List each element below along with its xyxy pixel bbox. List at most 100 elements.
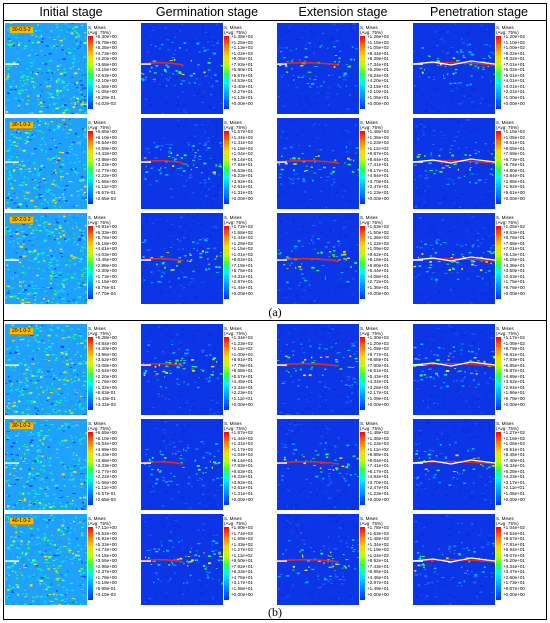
legend-tick-label: +5.57e-01 [95, 190, 116, 196]
legend-tick-label: +4.34e+01 [503, 563, 525, 569]
contour-cell: S, Mises (Avg: 75%) +1.72e+02 +1.58e+02 +1.4… [141, 213, 273, 304]
legend-tick-label: +3.40e+01 [231, 83, 253, 89]
legend-tick-label: +1.34e+02 [367, 541, 389, 547]
specimen-tag: 30-1.0-2 [9, 121, 34, 129]
legend-title: S, Mises (Avg: 75%) [360, 326, 383, 336]
legend-tick-label: +1.96e+01 [503, 390, 525, 396]
contour-cell: 20-1.0-2 S, Mises (Avg: 75%) +5.28e+00 +4.84… [5, 324, 137, 415]
contour-cell: S, Mises (Avg: 75%) +1.38e+02 +1.25e+02 +1.1… [141, 23, 273, 114]
legend-tick-label: +1.38e+02 [231, 34, 253, 39]
legend-tick-label: +1.50e+02 [367, 229, 389, 235]
legend-tick-label: +5.25e+01 [503, 257, 525, 263]
legend-tick-label: +4.43e-01 [95, 396, 116, 402]
legend-tick-label: +4.75e+01 [231, 574, 253, 580]
legend-tick-label: +1.29e+02 [231, 240, 253, 246]
legend-tick-label: +1.44e+01 [231, 285, 253, 291]
legend-ticks: +1.57e+02 +1.44e+02 +1.31e+02 +1.18e+02 +1.0… [231, 129, 253, 201]
stress-contour-plot [413, 419, 497, 510]
legend-tick-label: +1.66e+00 [95, 479, 117, 485]
legend-tick-label: +1.11e+02 [367, 446, 389, 452]
legend-tick-label: +6.52e+00 [95, 530, 117, 536]
legend-color-bar [224, 432, 229, 505]
legend-tick-label: +1.00e+02 [231, 351, 253, 357]
legend-tick-label: +1.20e+02 [503, 34, 525, 39]
legend-tick-label: +6.07e+01 [503, 552, 525, 558]
legend-tick-label: +1.17e+02 [503, 335, 525, 340]
legend-tick-label: +0.00e+00 [503, 195, 525, 201]
legend-title-variable: S, Mises [496, 516, 514, 521]
legend-tick-label: +7.40e+01 [503, 457, 525, 463]
legend-color-bar [496, 226, 501, 299]
legend-title: S, Mises (Avg: 75%) [360, 25, 383, 35]
legend-tick-label: +9.14e+01 [231, 156, 253, 162]
legend-tick-label: +8.45e+01 [503, 452, 525, 458]
stress-contour-plot [141, 324, 226, 415]
legend-title-variable: S, Mises [224, 421, 242, 426]
legend-tick-label: +1.15e+02 [231, 246, 253, 252]
legend-title-averaging: (Avg: 75%) [360, 30, 383, 36]
legend-title-averaging: (Avg: 75%) [88, 331, 111, 337]
legend-tick-label: +1.73e+00 [95, 273, 117, 279]
legend-tick-label: +3.88e+00 [95, 457, 117, 463]
legend-tick-label: +3.32e-03 [95, 401, 116, 407]
legend-tick-label: +0.00e+00 [231, 195, 253, 201]
legend-tick-label: +7.84e+01 [231, 162, 253, 168]
legend-tick-label: +9.54e+01 [503, 530, 525, 536]
legend-tick-label: +1.15e+02 [503, 129, 525, 134]
legend-tick-label: +5.43e+01 [367, 373, 389, 379]
contour-legend: S, Mises (Avg: 75%) +6.65e+00 +6.10e+00 +5.5… [87, 120, 135, 207]
legend-tick-label: +6.02e+01 [503, 67, 525, 73]
legend-tick-label: +1.72e+02 [231, 224, 253, 229]
legend-title: S, Mises (Avg: 75%) [496, 421, 519, 431]
legend-title-variable: S, Mises [224, 326, 242, 331]
legend-tick-label: +0.00e+00 [367, 100, 389, 106]
legend-tick-label: +5.76e+01 [503, 162, 525, 168]
header-penetration-stage: Penetration stage [430, 5, 528, 19]
legend-tick-label: +2.72e+01 [367, 279, 389, 285]
legend-tick-label: +6.17e+01 [367, 167, 389, 173]
legend-color-bar [88, 226, 93, 299]
legend-tick-label: +5.24e+01 [367, 72, 389, 78]
legend-tick-label: +7.70e-04 [95, 290, 116, 296]
stress-contour-plot [141, 118, 226, 209]
legend-tick-label: +2.22e+00 [95, 173, 117, 179]
legend-ticks: +6.65e+00 +6.10e+00 +5.54e+00 +4.99e+00 +4.4… [95, 129, 117, 201]
legend-tick-label: +9.52e+01 [367, 251, 389, 257]
legend-title: S, Mises (Avg: 75%) [224, 120, 247, 130]
legend-tick-label: +4.31e+01 [231, 273, 253, 279]
legend-tick-label: +9.87e+01 [367, 151, 389, 157]
legend-color-bar [360, 226, 365, 299]
legend-title-averaging: (Avg: 75%) [496, 426, 519, 432]
legend-tick-label: +6.85e+01 [503, 362, 525, 368]
legend-tick-label: +7.34e+01 [367, 61, 389, 67]
legend-tick-label: +9.44e+01 [367, 50, 389, 56]
legend-tick-label: +2.88e+01 [503, 178, 525, 184]
contour-cell: S, Mises (Avg: 75%) +1.90e+02 +1.74e+02 +1.5… [141, 514, 273, 605]
legend-tick-label: +5.75e+01 [231, 268, 253, 274]
legend-tick-label: +0.00e+00 [231, 100, 253, 106]
legend-tick-label: +3.84e+01 [503, 173, 525, 179]
legend-tick-label: +1.25e+02 [231, 39, 253, 45]
legend-color-bar [224, 36, 229, 109]
legend-tick-label: +7.79e+01 [231, 362, 253, 368]
contour-cell: S, Mises (Avg: 75%) +1.05e+02 +9.63e+01 +8.7… [413, 213, 545, 304]
legend-tick-label: +2.22e+00 [95, 474, 117, 480]
stress-contour-plot [277, 213, 362, 304]
legend-tick-label: +8.76e+00 [503, 285, 525, 291]
legend-color-bar [360, 432, 365, 505]
legend-title: S, Mises (Avg: 75%) [88, 421, 111, 431]
legend-tick-label: +1.48e+02 [367, 430, 389, 435]
specimen-tag: 20-1.0-2 [9, 327, 34, 335]
legend-tick-label: +0.00e+00 [367, 290, 389, 296]
legend-title-variable: S, Mises [496, 120, 514, 125]
legend-tick-label: +6.10e+00 [95, 435, 117, 441]
legend-title-averaging: (Avg: 75%) [224, 331, 247, 337]
legend-tick-label: +3.08e+00 [95, 362, 117, 368]
legend-tick-label: +2.20e+00 [95, 373, 117, 379]
contour-legend: S, Mises (Avg: 75%) +1.27e+02 +1.16e+02 +1.0… [495, 421, 543, 508]
legend-tick-label: +0.00e+00 [231, 290, 253, 296]
specimen-tag: 30-0.5-2 [9, 26, 34, 34]
legend-title: S, Mises (Avg: 75%) [496, 326, 519, 336]
panel-label-a: (a) [268, 305, 282, 319]
legend-title-variable: S, Mises [360, 25, 378, 30]
